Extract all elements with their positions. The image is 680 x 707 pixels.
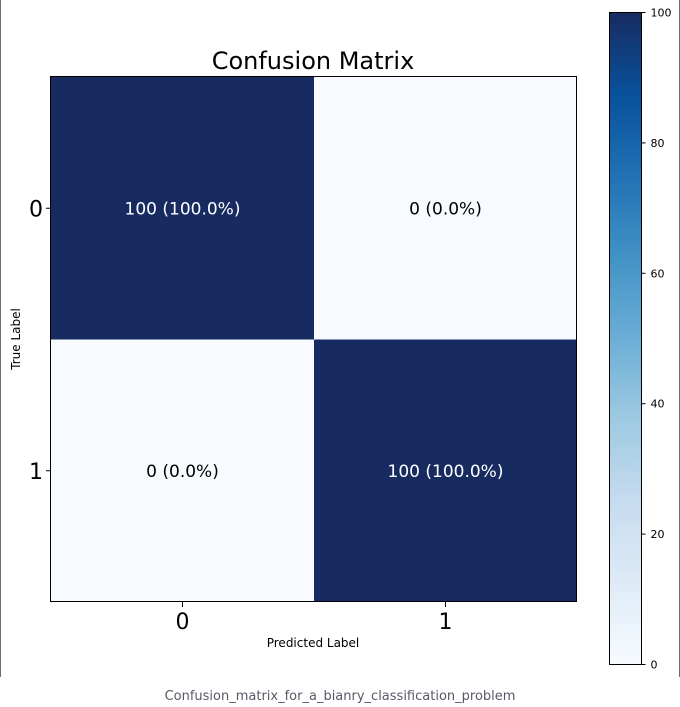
matrix-cell	[51, 339, 314, 602]
matrix-cell	[51, 77, 314, 340]
cell-label: 0 (0.0%)	[409, 199, 482, 219]
matrix-cells: 100 (100.0%) 0 (0.0%) 0 (0.0%) 100 (100.0%)	[51, 77, 577, 602]
matrix-cell	[314, 339, 577, 602]
figure: Confusion Matrix 100 (100.0%) 0 (0.0%) 0 (…	[0, 0, 680, 677]
colorbar-tick-label: 0	[651, 659, 658, 672]
colorbar-tick-label: 60	[651, 267, 665, 280]
y-tick-label: 1	[29, 460, 43, 485]
y-axis-label: True Label	[9, 308, 23, 371]
chart-title: Confusion Matrix	[212, 47, 415, 75]
colorbar-tick-label: 80	[651, 137, 665, 150]
matrix-cell	[314, 77, 577, 340]
x-tick-label: 1	[439, 610, 453, 635]
colorbar	[609, 12, 642, 665]
axes: 0 1 0 1	[29, 197, 453, 635]
cell-label: 0 (0.0%)	[146, 462, 219, 482]
colorbar-ticks: 0 20 40 60 80 100	[641, 7, 672, 672]
colorbar-tick-label: 20	[651, 528, 665, 541]
cell-label: 100 (100.0%)	[388, 462, 504, 482]
x-axis-label: Predicted Label	[267, 636, 360, 650]
colorbar-tick-label: 100	[651, 7, 672, 20]
plot-frame	[50, 76, 577, 602]
cell-label: 100 (100.0%)	[125, 199, 241, 219]
y-tick-label: 0	[29, 197, 43, 222]
colorbar-tick-label: 40	[651, 398, 665, 411]
figure-caption: Confusion_matrix_for_a_bianry_classifica…	[164, 689, 516, 704]
confusion-matrix-chart: Confusion Matrix 100 (100.0%) 0 (0.0%) 0 (…	[9, 7, 672, 672]
x-tick-label: 0	[176, 610, 190, 635]
